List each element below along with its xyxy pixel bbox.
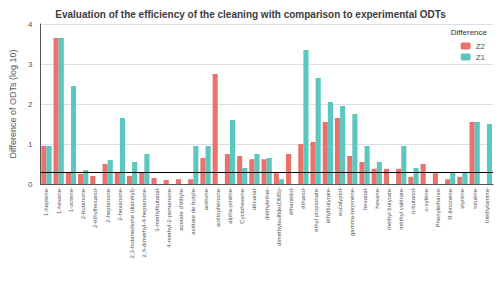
svg-text:3: 3 (28, 60, 33, 69)
svg-text:éthanol-: éthanol- (300, 187, 306, 209)
svg-text:2,3-butanedione (diacétyl)-: 2,3-butanedione (diacétyl)- (129, 187, 135, 258)
svg-text:Evaluation of the efficiency o: Evaluation of the efficiency of the clea… (55, 9, 446, 20)
svg-text:4-methyl-2-pentanone-: 4-methyl-2-pentanone- (166, 187, 172, 248)
svg-text:2: 2 (28, 100, 33, 109)
svg-text:eucalyptol-: eucalyptol- (337, 187, 343, 216)
svg-text:gamma-terpinène-: gamma-terpinène- (349, 187, 355, 236)
svg-text:0: 0 (28, 180, 33, 189)
svg-text:o-xylène-: o-xylène- (423, 187, 429, 212)
svg-text:4: 4 (28, 20, 33, 29)
svg-text:hexane-: hexane- (374, 187, 380, 209)
svg-text:Cyclohexene-: Cyclohexene- (239, 187, 245, 224)
svg-text:Z1: Z1 (476, 53, 486, 62)
svg-text:Z2: Z2 (476, 42, 486, 51)
svg-text:diéthylether-: diéthylether- (264, 187, 270, 220)
svg-text:3-methylbutanal-: 3-methylbutanal- (154, 187, 160, 232)
svg-text:hexanal-: hexanal- (362, 187, 368, 210)
svg-text:2-hexanone-: 2-hexanone- (117, 187, 123, 221)
svg-text:R-limonène-: R-limonène- (447, 187, 453, 220)
svg-text:décanal-: décanal- (251, 187, 257, 210)
svg-text:2-éthylhexanol-: 2-éthylhexanol- (92, 187, 98, 228)
svg-text:1-hexene-: 1-hexene- (56, 187, 62, 214)
svg-text:acetate d'éthyle-: acetate d'éthyle- (178, 187, 184, 231)
svg-text:acétophenone-: acétophenone- (215, 187, 221, 227)
svg-text:éthylbutyrate-: éthylbutyrate- (325, 187, 331, 223)
svg-text:n-butanol-: n-butanol- (410, 187, 416, 214)
svg-text:diméthylsulfide(DMS)-: diméthylsulfide(DMS)- (276, 187, 282, 246)
svg-text:1-octene-: 1-octene- (68, 187, 74, 212)
svg-text:triéthylamine-: triéthylamine- (484, 187, 490, 223)
svg-text:Phenylethanot-: Phenylethanot- (435, 187, 441, 227)
svg-text:2-butanone-: 2-butanone- (80, 187, 86, 219)
svg-text:toluène-: toluène- (472, 187, 478, 209)
svg-text:2-heptanone-: 2-heptanone- (105, 187, 111, 223)
svg-text:éthanetiol-: éthanetiol- (288, 187, 294, 215)
svg-text:Difference: Difference (451, 28, 488, 37)
svg-text:1-heptene-: 1-heptene- (43, 187, 49, 216)
svg-text:alpha-pinène-: alpha-pinène- (227, 187, 233, 224)
svg-text:méthyl valérate-: méthyl valérate- (398, 187, 404, 230)
svg-text:styrène-: styrène- (459, 187, 465, 209)
svg-text:Difference of ODTs (log 10): Difference of ODTs (log 10) (8, 50, 18, 159)
svg-text:2,6-diméthyl-4-heptanone-: 2,6-diméthyl-4-heptanone- (141, 187, 147, 257)
svg-text:méthyl butyrate-: méthyl butyrate- (386, 187, 392, 230)
svg-text:1: 1 (28, 140, 33, 149)
svg-text:acétate de butyle-: acétate de butyle- (190, 187, 196, 235)
svg-text:acétone-: acétone- (203, 187, 209, 210)
svg-text:éthyl propionate-: éthyl propionate- (313, 187, 319, 232)
